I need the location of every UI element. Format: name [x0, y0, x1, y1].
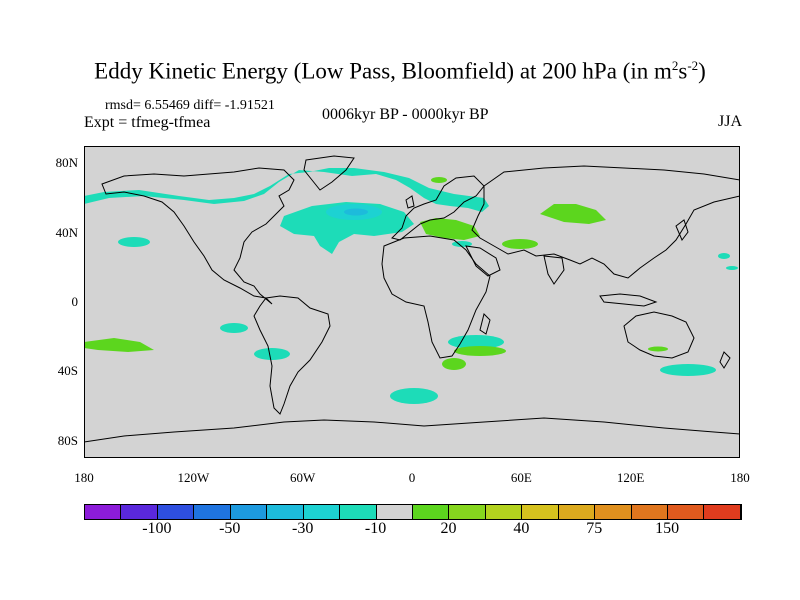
- colorbar-swatch: [522, 505, 559, 519]
- australia-positive-anomaly: [648, 346, 668, 352]
- latitude-tick-label: 40S: [57, 363, 78, 379]
- india-outline: [543, 255, 565, 285]
- japan-outline: [675, 219, 689, 241]
- longitude-tick-label: 120W: [177, 470, 210, 485]
- mid-pacific-dot: [718, 253, 730, 259]
- north-atlantic-negative-anomaly: [84, 168, 489, 212]
- north-atlantic-core: [280, 202, 414, 254]
- colorbar-swatch: [194, 505, 231, 519]
- colorbar-swatch: [230, 505, 268, 519]
- colorbar-label: -10: [364, 520, 387, 537]
- period-label: 0006kyr BP - 0000kyr BP: [322, 106, 489, 123]
- colorbar-label: 150: [655, 520, 680, 537]
- colorbar-swatch: [267, 505, 304, 519]
- new-zealand-outline: [719, 351, 731, 369]
- arabia-outline: [465, 245, 501, 277]
- colorbar-swatch: [121, 505, 158, 519]
- central-asia-positive-anomaly: [540, 204, 606, 224]
- season-label: JJA: [717, 113, 742, 130]
- colorbar-swatch: [449, 505, 486, 519]
- colorbar-swatch: [412, 505, 450, 519]
- map-background: [84, 146, 740, 458]
- uk-outline: [405, 195, 415, 209]
- south-atlantic-spot: [390, 388, 438, 404]
- middle-east-positive-anomaly: [502, 239, 538, 249]
- colorbar-label: -100: [142, 520, 172, 537]
- coastlines: [84, 155, 740, 443]
- longitude-tick-label: 60W: [290, 470, 316, 485]
- colorbar-swatch: [668, 505, 705, 519]
- australia-outline: [623, 311, 695, 359]
- colorbar-swatch: [157, 505, 195, 519]
- latitude-tick-label: 0: [71, 294, 79, 309]
- greenland-outline: [303, 155, 355, 191]
- latitude-tick-label: 80S: [57, 432, 78, 448]
- north-pacific-spot: [118, 237, 150, 247]
- latitude-tick-label: 80N: [55, 155, 78, 171]
- experiment-label: Expt = tfmeg-tfmea: [84, 114, 211, 131]
- southern-australia-spot: [660, 364, 716, 376]
- colorbar-label: -30: [291, 520, 314, 537]
- longitude-tick-label: 120E: [616, 470, 645, 485]
- africa-outline: [381, 235, 491, 359]
- south-africa-positive-anomaly: [454, 346, 506, 356]
- colorbar-swatch: [485, 505, 523, 519]
- longitude-tick-label: 0: [408, 470, 416, 485]
- south-pacific-spot-2: [254, 348, 290, 360]
- map-frame: [84, 146, 740, 458]
- south-pacific-positive-anomaly: [84, 338, 154, 352]
- colorbar-swatch: [631, 505, 668, 519]
- figure-title: Eddy Kinetic Energy (Low Pass, Bloomfiel…: [94, 58, 706, 84]
- north-america-outline: [101, 167, 295, 305]
- colorbar-swatch: [704, 505, 741, 519]
- colorbar-swatch: [558, 505, 596, 519]
- longitude-tick-label: 180: [730, 470, 750, 485]
- latitude-tick-label: 40N: [55, 224, 78, 240]
- south-america-outline: [253, 295, 331, 415]
- south-africa-positive-anomaly-2: [442, 358, 466, 370]
- colorbar-swatch: [595, 505, 632, 519]
- colorbar-label: 75: [586, 520, 603, 537]
- colorbar-swatch: [85, 505, 122, 519]
- colorbar-label: 20: [440, 520, 457, 537]
- colorbar-label: 40: [513, 520, 530, 537]
- colorbar-swatch: [303, 505, 341, 519]
- madagascar-outline: [479, 313, 491, 335]
- colorbar: [84, 504, 742, 520]
- antarctica-outline: [84, 417, 740, 443]
- asia-outline: [471, 165, 740, 279]
- indonesia-outline: [599, 293, 658, 307]
- colorbar-swatch: [340, 505, 377, 519]
- east-asia-dot: [726, 266, 738, 270]
- scandinavia-positive-anomaly: [431, 177, 447, 183]
- south-pacific-spot-1: [220, 323, 248, 333]
- colorbar-swatch: [376, 505, 413, 519]
- colorbar-label: -50: [219, 520, 241, 537]
- world-map: [84, 146, 740, 458]
- mediterranean-positive-anomaly: [420, 218, 480, 240]
- longitude-tick-label: 180: [74, 470, 94, 485]
- longitude-tick-label: 60E: [510, 470, 532, 485]
- stats-text: rmsd= 6.55469 diff= -1.91521: [105, 98, 275, 113]
- atlantic-center-max: [344, 208, 368, 216]
- anomaly-shading: [84, 168, 738, 404]
- south-indian-ocean-spot: [448, 335, 504, 349]
